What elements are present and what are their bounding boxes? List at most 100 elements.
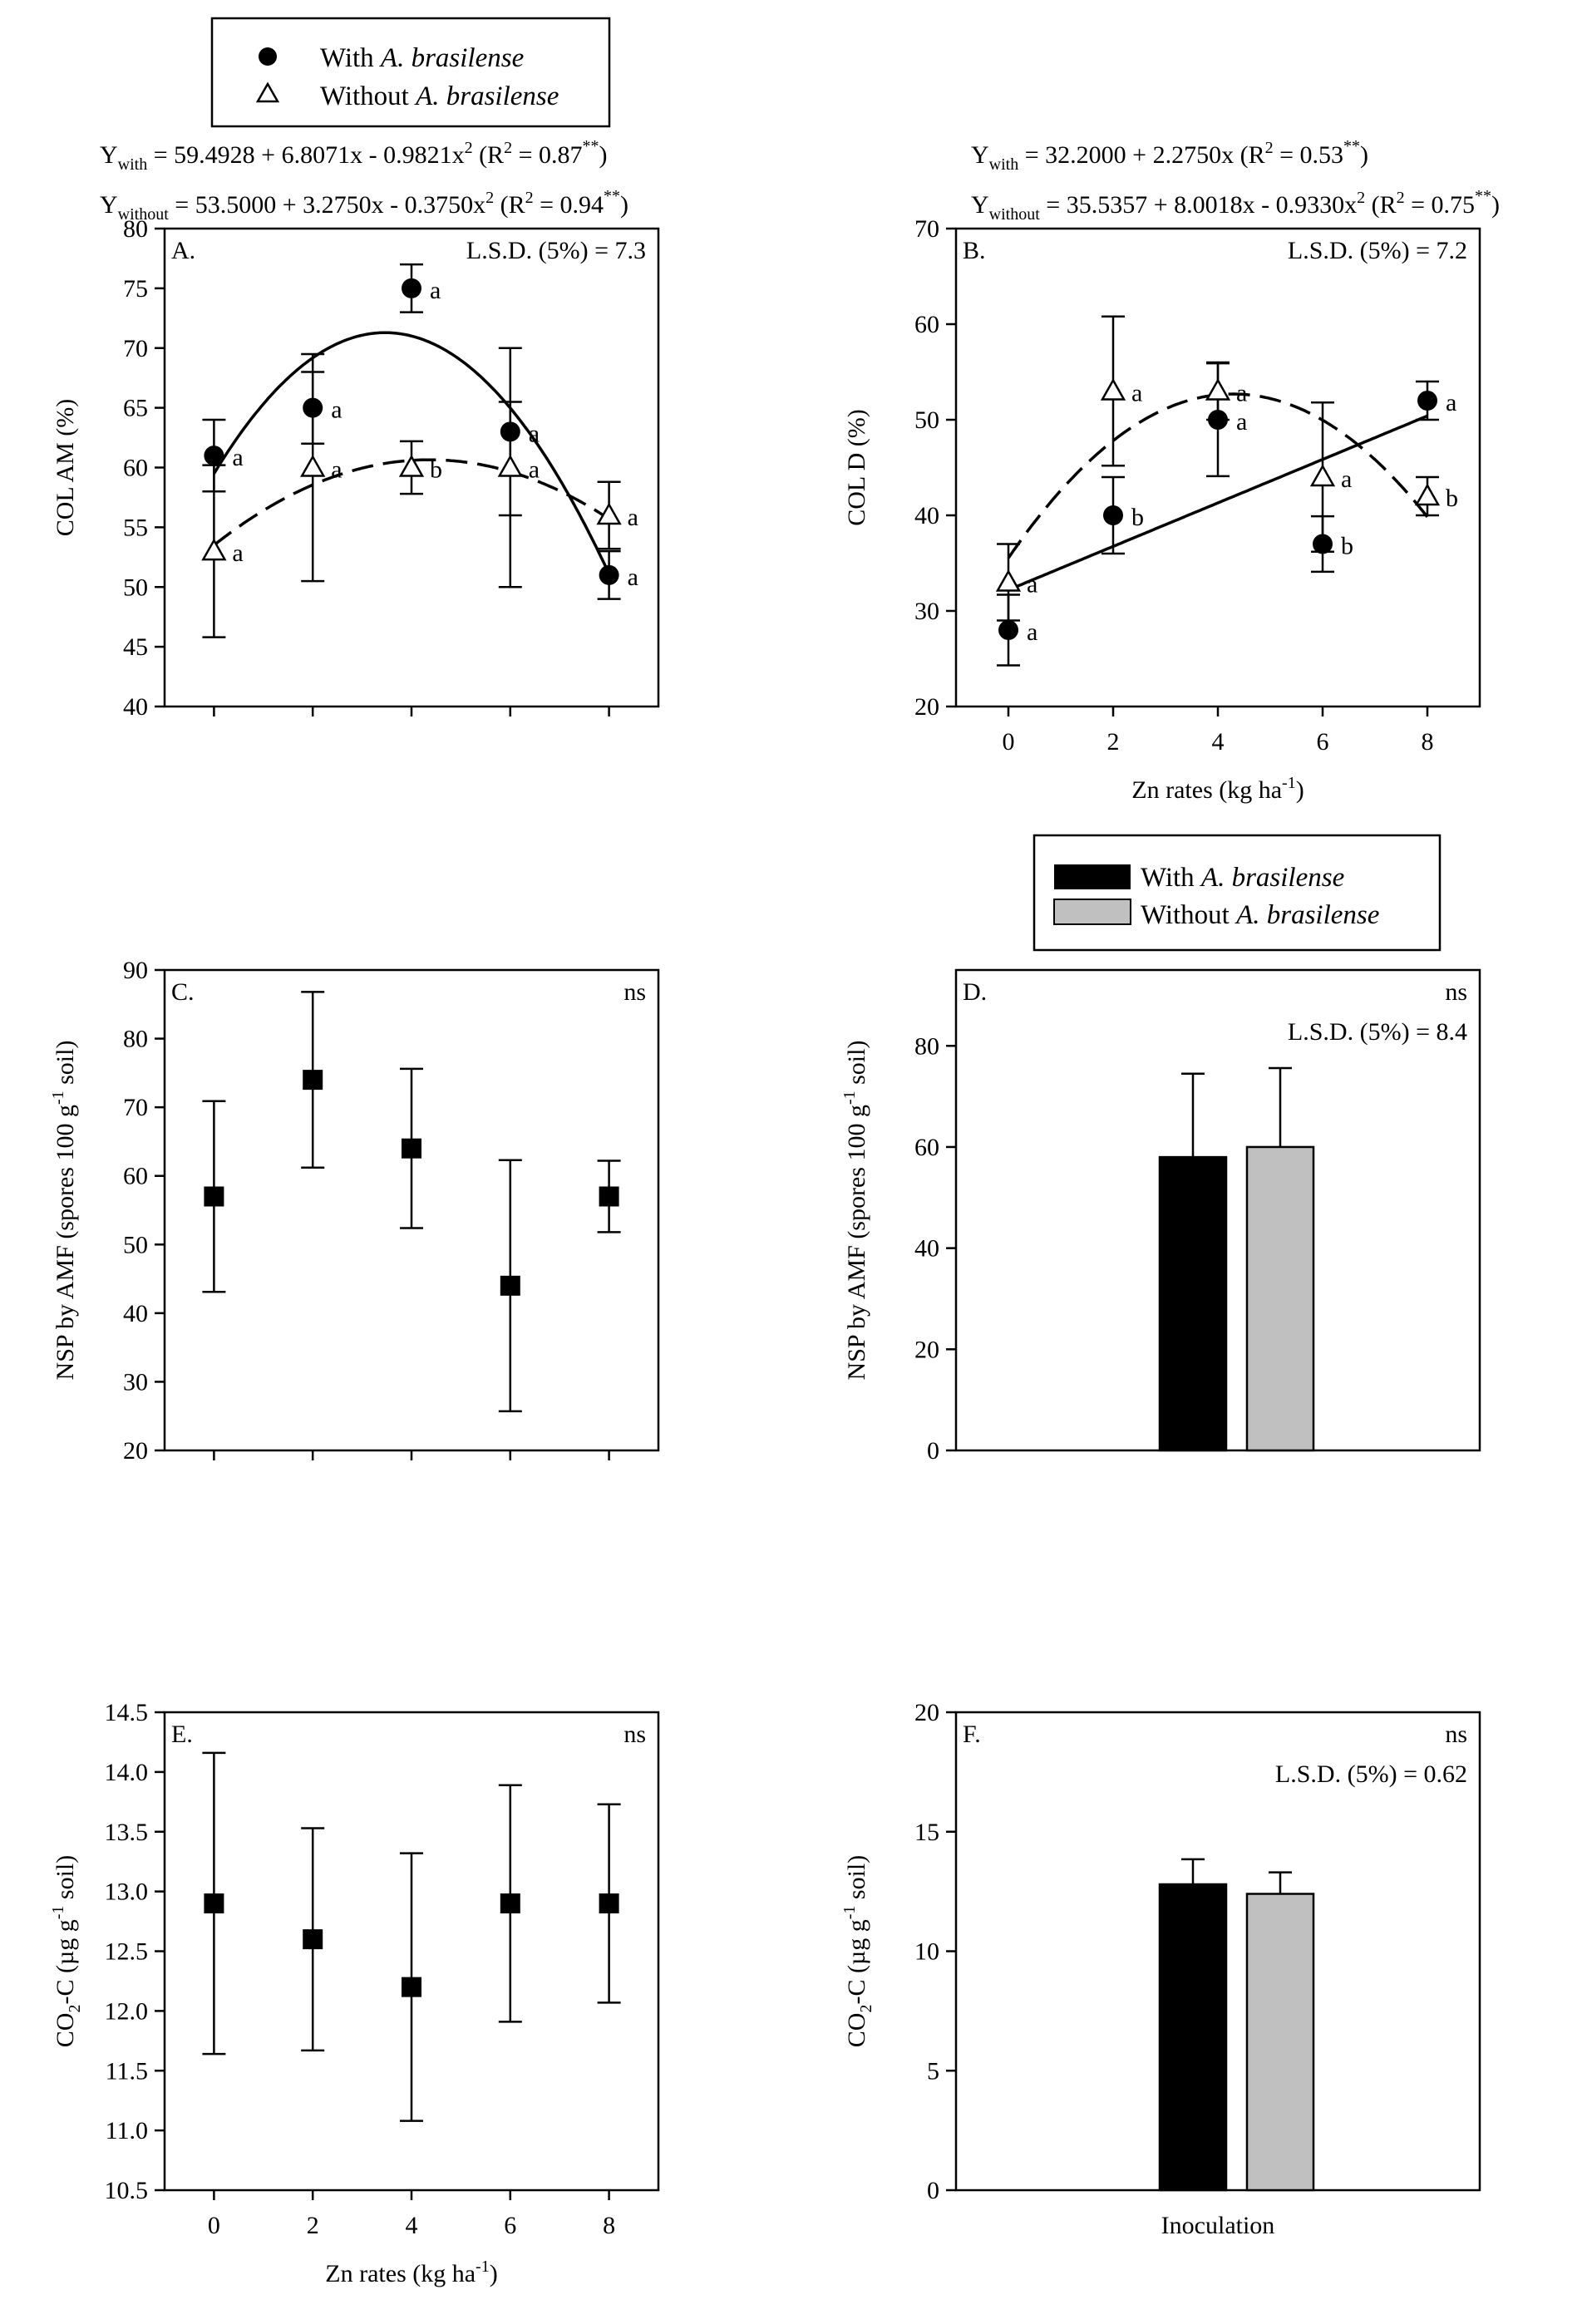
point-with	[998, 620, 1018, 640]
panel-label: B.	[963, 237, 986, 264]
point-with	[204, 446, 224, 466]
equation-b-without: Ywithout = 35.5357 + 8.0018x - 0.9330x2 …	[971, 187, 1500, 224]
point-with	[500, 421, 520, 442]
x-tick-label: 2	[307, 2212, 319, 2239]
equations-a: Ywith = 59.4928 + 6.8071x - 0.9821x2 (R2…	[100, 137, 628, 224]
y-tick-label: 5	[927, 2057, 939, 2085]
x-tick-label: 4	[406, 2212, 418, 2239]
y-axis-label: CO2-C (µg g-1 soil)	[840, 1855, 875, 2047]
point-without	[596, 502, 622, 525]
significance-note: ns	[1445, 1721, 1467, 1748]
legend-without-label: Without A. brasilense	[320, 81, 559, 111]
legend-bars: With A. brasilense Without A. brasilense	[1032, 834, 1442, 952]
significance-letter-without: a	[628, 504, 638, 531]
y-tick-label: 0	[927, 1437, 939, 1465]
x-tick-label: 6	[1317, 728, 1329, 756]
y-tick-label: 15	[914, 1819, 939, 1846]
point-average	[599, 1186, 619, 1207]
y-tick-label: 80	[123, 1026, 148, 1053]
equations-b: Ywith = 32.2000 + 2.2750x (R2 = 0.53**) …	[971, 137, 1500, 224]
significance-letter-without: a	[529, 456, 540, 484]
point-average	[402, 1977, 421, 1997]
y-tick-label: 20	[914, 1699, 939, 1726]
point-average	[303, 1929, 323, 1950]
point-with	[1417, 391, 1437, 411]
significance-letter-without: a	[331, 456, 342, 484]
panel-label: D.	[963, 978, 987, 1006]
y-tick-label: 60	[914, 311, 939, 338]
y-tick-label: 40	[123, 1300, 148, 1327]
point-without	[497, 454, 523, 477]
point-with	[599, 564, 619, 585]
y-tick-label: 60	[914, 1134, 939, 1161]
y-axis-label: COL AM (%)	[52, 399, 79, 537]
x-tick-label: 6	[504, 2212, 516, 2239]
y-tick-label: 60	[123, 1163, 148, 1190]
point-without	[1414, 483, 1441, 506]
y-tick-label: 45	[123, 633, 148, 661]
y-tick-label: 20	[123, 1437, 148, 1465]
significance-letter-with: a	[232, 444, 243, 471]
significance-letter-without: b	[1446, 485, 1458, 512]
significance-letter-with: a	[1446, 389, 1456, 416]
y-tick-label: 13.0	[105, 1878, 149, 1906]
panel-f: 0 5 10 15 20 CO2-C (µg g-1 soil) F. ns L.S.D. (5…	[840, 1699, 1481, 2239]
y-tick-label: 50	[914, 406, 939, 434]
significance-letter-without: a	[1341, 465, 1352, 493]
y-tick-label: 12.5	[105, 1938, 149, 1966]
legend-with-marker	[259, 47, 277, 66]
x-axis-label: Inoculation	[1161, 2212, 1275, 2239]
y-tick-label: 40	[914, 502, 939, 529]
significance-letter-with: b	[1131, 504, 1144, 531]
significance-letter-with: a	[1236, 408, 1247, 436]
y-tick-label: 70	[914, 215, 939, 243]
bar-without	[1245, 1893, 1315, 2192]
y-tick-label: 30	[123, 1368, 148, 1396]
bar-without	[1245, 1145, 1315, 1452]
significance-note: ns	[623, 1721, 646, 1748]
fit-curve-without	[213, 458, 610, 547]
point-average	[204, 1893, 224, 1913]
panel-label: A.	[171, 237, 195, 264]
significance-note: ns	[1445, 978, 1467, 1006]
y-tick-label: 12.0	[105, 1997, 149, 2025]
significance-letter-with: a	[628, 564, 638, 591]
point-with	[402, 278, 421, 298]
point-average	[402, 1138, 421, 1159]
legend-bars-frame	[1032, 834, 1442, 952]
x-tick-label: 0	[1003, 728, 1015, 756]
point-without	[201, 538, 227, 561]
point-without	[1205, 377, 1231, 401]
point-without	[300, 454, 326, 477]
lsd-note: L.S.D. (5%) = 7.3	[466, 237, 646, 264]
y-axis-label: COL D (%)	[843, 409, 870, 526]
point-without	[1309, 464, 1336, 487]
y-tick-label: 65	[123, 395, 148, 422]
x-tick-label: 8	[1422, 728, 1434, 756]
equation-a-with: Ywith = 59.4928 + 6.8071x - 0.9821x2 (R2…	[100, 137, 607, 174]
equation-b-with: Ywith = 32.2000 + 2.2750x (R2 = 0.53**)	[971, 137, 1368, 174]
y-tick-label: 20	[914, 693, 939, 721]
bar-with	[1158, 1155, 1228, 1452]
point-without	[398, 454, 425, 477]
y-axis-label: CO2-C (µg g-1 soil)	[49, 1855, 84, 2047]
point-with	[1103, 505, 1123, 525]
panel-label: C.	[171, 978, 195, 1006]
y-tick-label: 30	[914, 598, 939, 625]
point-with	[1208, 410, 1228, 430]
y-tick-label: 14.5	[105, 1699, 149, 1726]
significance-letter-without: a	[1027, 571, 1037, 598]
y-tick-label: 40	[123, 693, 148, 721]
significance-letter-without: b	[430, 456, 442, 484]
point-average	[500, 1275, 520, 1296]
lsd-note: L.S.D. (5%) = 8.4	[1288, 1018, 1467, 1046]
point-with	[303, 397, 323, 418]
x-tick-label: 4	[1212, 728, 1225, 756]
significance-letter-with: b	[1341, 533, 1353, 560]
significance-letter-without: a	[1236, 380, 1247, 407]
significance-letter-without: a	[1131, 380, 1142, 407]
significance-letter-with: a	[430, 277, 441, 304]
y-tick-label: 50	[123, 574, 148, 601]
panel-label: F.	[963, 1721, 981, 1748]
y-tick-label: 50	[123, 1231, 148, 1258]
